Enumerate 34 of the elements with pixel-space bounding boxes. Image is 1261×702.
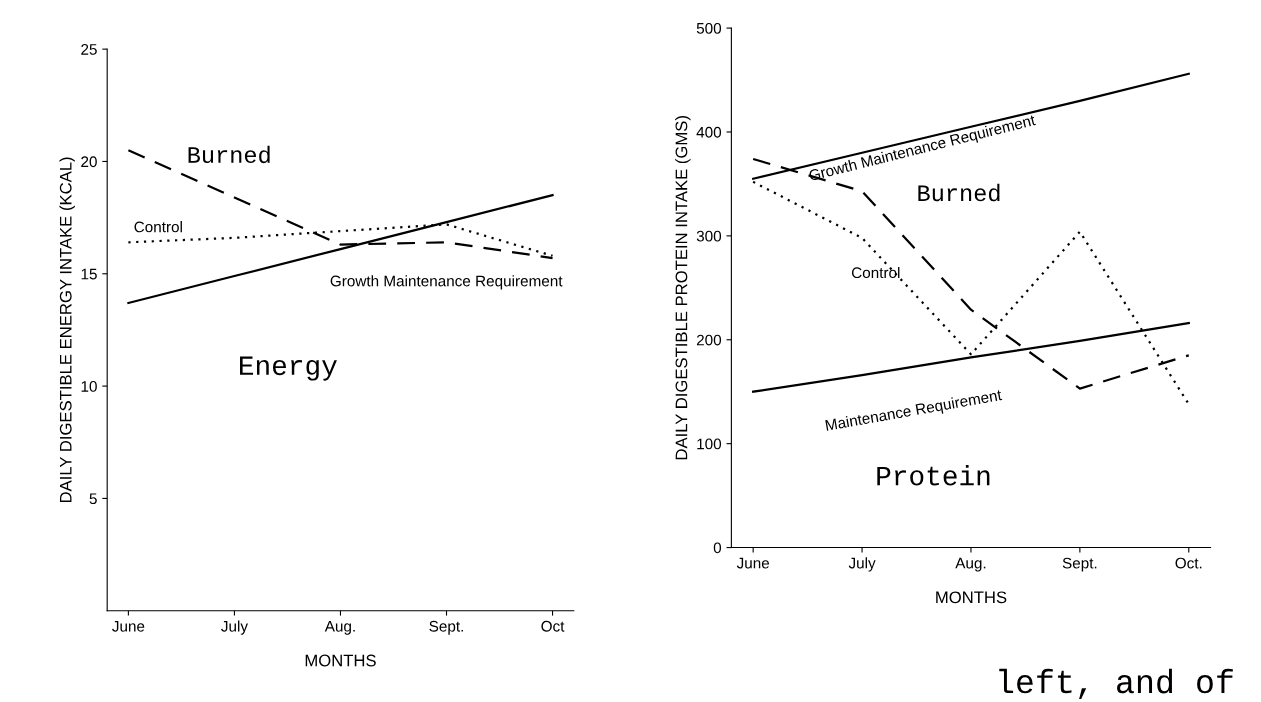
y-axis-title: DAILY DIGESTIBLE PROTEIN INTAKE (GMS) [675, 116, 691, 460]
annotation: Energy [240, 356, 337, 381]
x-tick-label: Aug. [955, 557, 986, 572]
series-label: Growth Maintenance Requirement [330, 275, 563, 290]
y-tick-label: 500 [696, 22, 722, 34]
x-tick-label: July [221, 620, 248, 635]
y-tick-label: 100 [697, 438, 722, 450]
x-axis-title: MONTHS [305, 654, 376, 667]
series-label: Burned [918, 183, 1000, 202]
x-tick-label: Oct. [1175, 557, 1202, 569]
x-tick-label: June [736, 557, 770, 569]
y-tick-label: 20 [81, 156, 97, 168]
text: left, and of [999, 668, 1233, 699]
series-label: Burned [188, 145, 270, 164]
series-label: Control [851, 266, 900, 279]
annotation: Protein [877, 465, 990, 486]
y-tick-label: 10 [81, 380, 97, 392]
series-label: Control [134, 221, 182, 233]
x-tick-label: July [848, 557, 876, 572]
y-tick-label: 15 [81, 268, 97, 280]
y-tick-label: 200 [696, 334, 722, 346]
y-tick-label: 25 [81, 44, 97, 55]
y-tick-label: 300 [696, 230, 722, 242]
x-tick-label: Aug. [324, 621, 355, 635]
x-axis-title: MONTHS [936, 591, 1007, 604]
x-tick-label: June [112, 621, 145, 632]
y-tick-label: 5 [89, 493, 97, 505]
x-tick-label: Oct [541, 620, 565, 632]
y-tick-label: 0 [713, 542, 722, 554]
x-tick-label: Sept. [429, 620, 463, 635]
x-tick-label: Sept. [1062, 557, 1097, 572]
text: Maintenance Requirement [825, 388, 1003, 434]
y-tick-label: 400 [696, 126, 722, 138]
y-axis-title: DAILY DIGESTIBLE ENERGY INTAKE (KCAL) [59, 157, 75, 503]
